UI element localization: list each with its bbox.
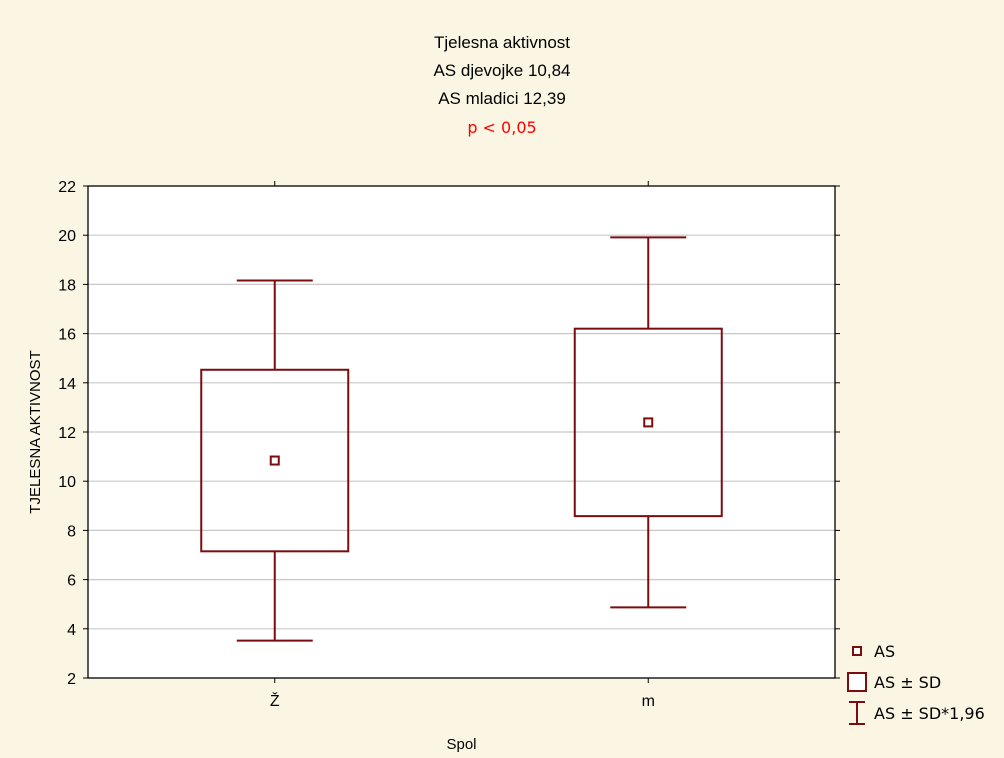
sd-box (573, 327, 723, 518)
y-tick-label: 20 (58, 228, 76, 245)
legend-label: AS (874, 642, 895, 661)
legend-sd-symbol (847, 672, 867, 692)
chart-subtitle-girls-mean: AS djevojke 10,84 (433, 61, 571, 80)
plot-border (87, 185, 836, 679)
legend: AS AS ± SD AS ± SD*1,96 (847, 642, 985, 725)
y-tick-label: 22 (58, 179, 76, 196)
x-tick-label: m (642, 693, 655, 710)
legend-mean-symbol (852, 646, 862, 656)
grid-lines (88, 234, 835, 630)
chart-subtitle-boys-mean: AS mladici 12,39 (438, 89, 566, 108)
y-tick-label: 2 (67, 671, 76, 688)
y-tick-label: 18 (58, 277, 76, 294)
axes: 2 4 6 8 10 12 14 16 18 20 22 Ž m (58, 179, 840, 710)
y-axis-title: TJELESNA AKTIVNOST (27, 350, 44, 513)
y-tick-label: 16 (58, 327, 76, 344)
mean-marker (269, 455, 280, 466)
x-tick-label: Ž (270, 691, 280, 710)
y-tick-label: 10 (58, 474, 76, 491)
data-marks (200, 236, 723, 642)
y-tick-label: 6 (67, 573, 76, 590)
sd-box (200, 368, 350, 553)
p-value-label: p < 0,05 (467, 118, 537, 137)
legend-label: AS ± SD (874, 673, 941, 692)
y-tick-label: 12 (58, 425, 76, 442)
chart-title: Tjelesna aktivnost (433, 33, 571, 52)
x-axis-title: Spol (446, 736, 476, 753)
mean-marker (643, 417, 654, 428)
legend-label: AS ± SD*1,96 (874, 704, 985, 723)
y-tick-label: 4 (67, 622, 76, 639)
y-tick-label: 8 (67, 523, 76, 540)
y-tick-label: 14 (58, 376, 76, 393)
